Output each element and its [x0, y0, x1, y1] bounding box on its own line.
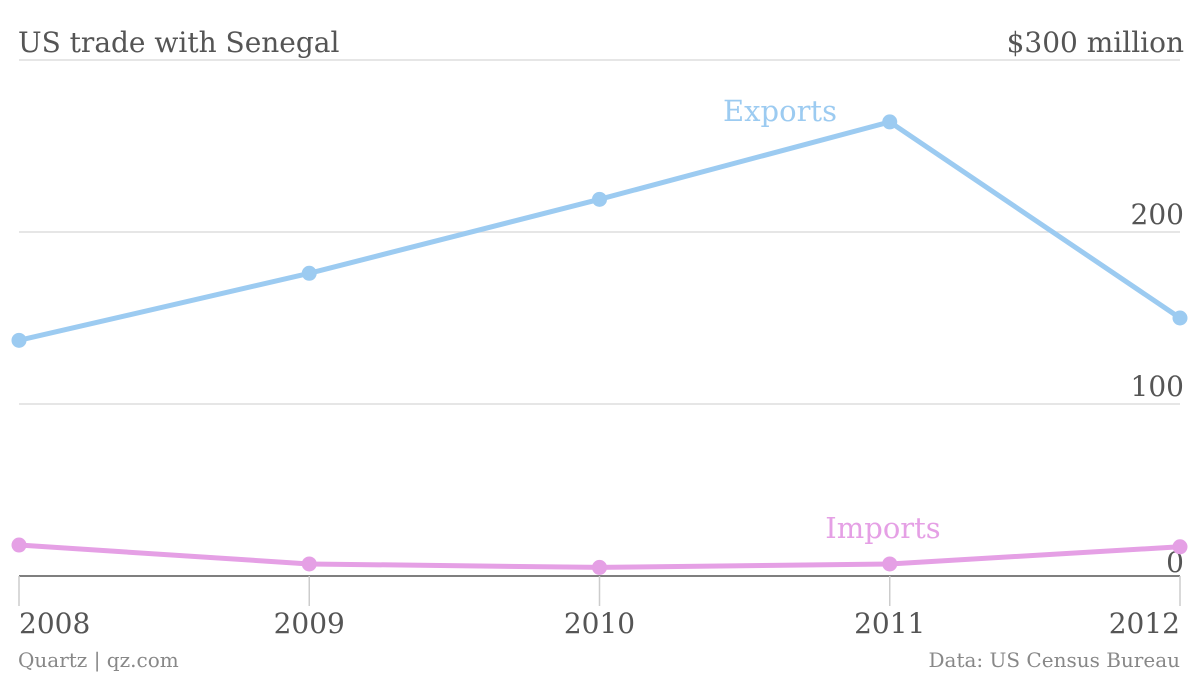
imports-point: [1172, 539, 1188, 555]
x-tick-label: 2010: [564, 607, 635, 640]
exports-point: [1172, 310, 1188, 326]
source-credit: Quartz | qz.com: [18, 648, 179, 673]
imports-point: [11, 537, 27, 553]
exports-point: [882, 114, 898, 130]
x-tick-label: 2008: [19, 607, 90, 640]
data-source: Data: US Census Bureau: [929, 648, 1181, 672]
x-tick-label: 2009: [274, 607, 345, 640]
y-tick-label: 100: [1131, 370, 1184, 403]
imports-point: [301, 556, 317, 572]
imports-series-label: Imports: [825, 511, 940, 545]
gridlines: [19, 59, 1180, 577]
chart-title: US trade with Senegal: [18, 26, 339, 59]
exports-point: [592, 191, 607, 207]
y-axis-ticks: $300 million 200 100 0: [1007, 26, 1184, 579]
x-tick-label: 2012: [1109, 607, 1180, 640]
series-group: Exports Imports: [11, 94, 1188, 575]
y-tick-label: 0: [1166, 546, 1184, 579]
y-tick-label: $300 million: [1007, 26, 1184, 59]
x-tick-label: 2011: [854, 607, 925, 640]
y-tick-label: 200: [1131, 198, 1184, 231]
exports-line: [16, 119, 1183, 343]
x-axis: 2008 2009 2010 2011 2012: [18, 576, 1181, 640]
exports-point: [11, 332, 27, 348]
exports-point: [301, 265, 317, 281]
imports-point: [882, 556, 898, 572]
imports-point: [592, 559, 607, 575]
exports-series-label: Exports: [723, 94, 837, 128]
